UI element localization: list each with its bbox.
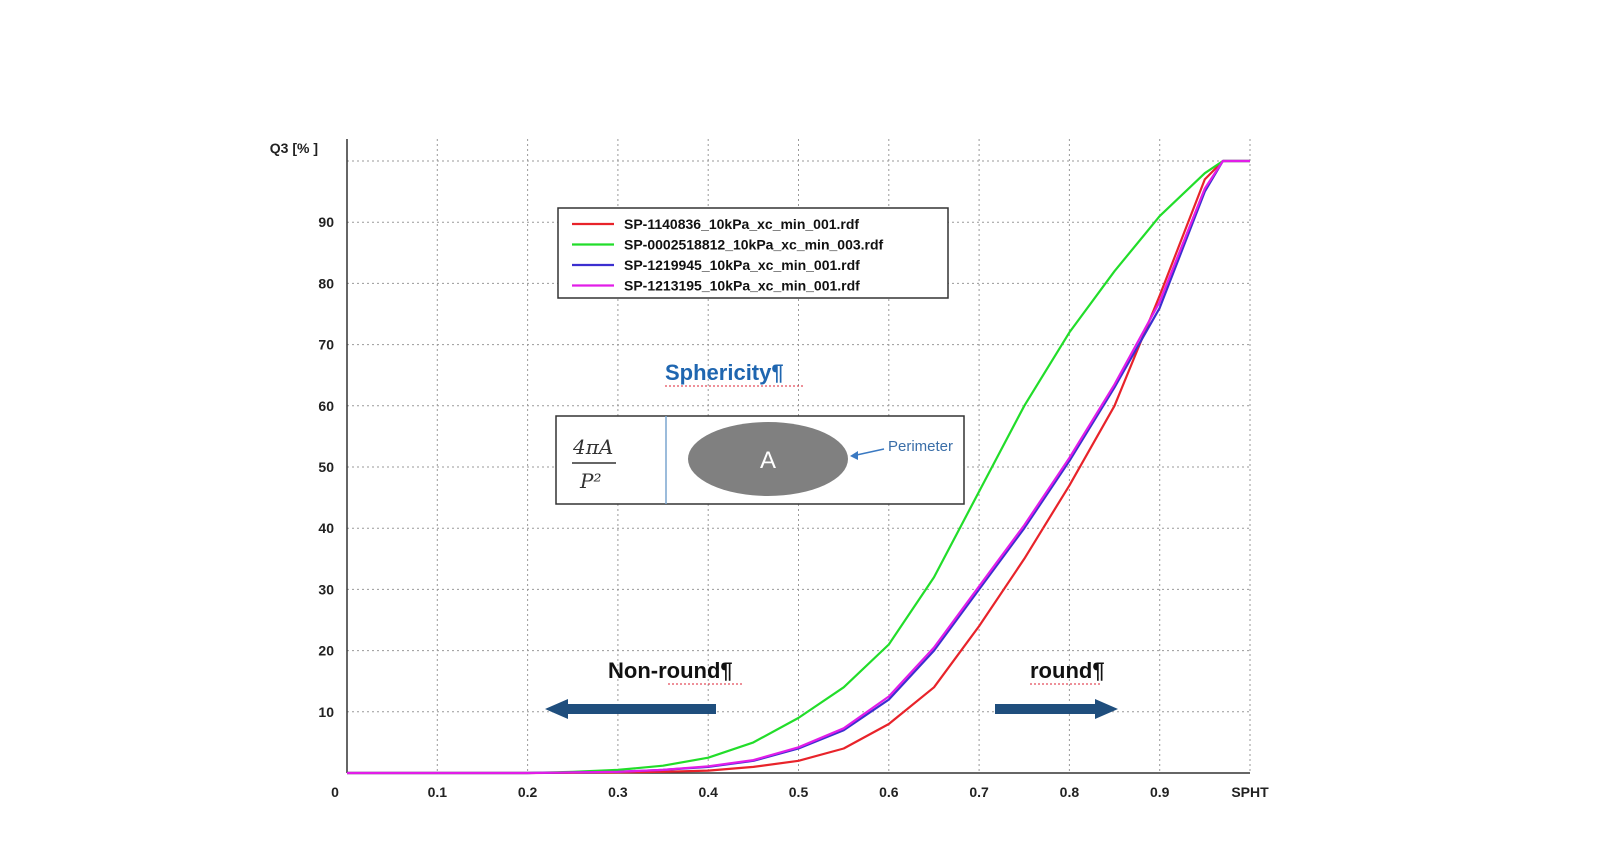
series-line-4 xyxy=(347,159,1250,775)
y-axis-label: Q3 [% ] xyxy=(270,140,318,156)
legend-box xyxy=(557,207,949,299)
x-tick-label: 0.7 xyxy=(969,784,989,800)
x-tick-label: SPHT xyxy=(1231,784,1269,800)
series-lines xyxy=(347,159,1250,775)
x-tick-label: 0.1 xyxy=(428,784,448,800)
perimeter-arrowhead xyxy=(850,451,858,460)
perimeter-label: Perimeter xyxy=(888,438,953,455)
legend-entry-label: SP-1219945_10kPa_xc_min_001.rdf xyxy=(624,257,860,273)
legend-entry-label: SP-1140836_10kPa_xc_min_001.rdf xyxy=(624,216,859,232)
y-tick-label: 20 xyxy=(318,643,334,659)
series-line-2 xyxy=(347,159,1250,775)
x-tick-label: 0.5 xyxy=(789,784,809,800)
legend: SP-1140836_10kPa_xc_min_001.rdf SP-000251… xyxy=(557,207,949,299)
x-tick-label: 0.3 xyxy=(608,784,628,800)
y-tick-label: 80 xyxy=(318,275,334,291)
right-arrow-icon xyxy=(995,699,1118,719)
y-tick-label: 40 xyxy=(318,520,334,536)
y-tick-label: 50 xyxy=(318,459,334,475)
formula-denominator: P² xyxy=(579,469,601,493)
round-label: round¶ xyxy=(1030,658,1105,683)
series-line-1 xyxy=(347,159,1250,775)
sphericity-formula-box: 4πA P² A Perimeter xyxy=(555,415,965,505)
legend-items: SP-1140836_10kPa_xc_min_001.rdf SP-000251… xyxy=(572,216,884,294)
y-tick-label: 30 xyxy=(318,581,334,597)
y-tick-label: 90 xyxy=(318,214,334,230)
x-tick-label: 0.4 xyxy=(698,784,718,800)
left-arrow-icon xyxy=(545,699,716,719)
tick-labels: Q3 [% ] 0 0.1 0.2 0.3 0.4 0.5 0.6 0.7 0.8 0.9 SPHT 1… xyxy=(270,140,1269,800)
non-round-label: Non-round¶ xyxy=(608,658,733,683)
legend-entry-label: SP-1213195_10kPa_xc_min_001.rdf xyxy=(624,278,860,294)
x-tick-label: 0.9 xyxy=(1150,784,1170,800)
x-tick-label: 0 xyxy=(331,784,339,800)
y-tick-label: 60 xyxy=(318,398,334,414)
formula-numerator: 4πA xyxy=(572,435,613,459)
area-ellipse xyxy=(688,422,848,496)
x-tick-label: 0.6 xyxy=(879,784,899,800)
area-label: A xyxy=(760,447,776,474)
y-tick-label: 70 xyxy=(318,337,334,353)
x-tick-label: 0.8 xyxy=(1060,784,1080,800)
x-tick-label: 0.2 xyxy=(518,784,538,800)
sphericity-title: Sphericity¶ xyxy=(665,360,784,385)
y-tick-label: 10 xyxy=(318,704,334,720)
legend-entry-label: SP-0002518812_10kPa_xc_min_003.rdf xyxy=(624,237,884,253)
